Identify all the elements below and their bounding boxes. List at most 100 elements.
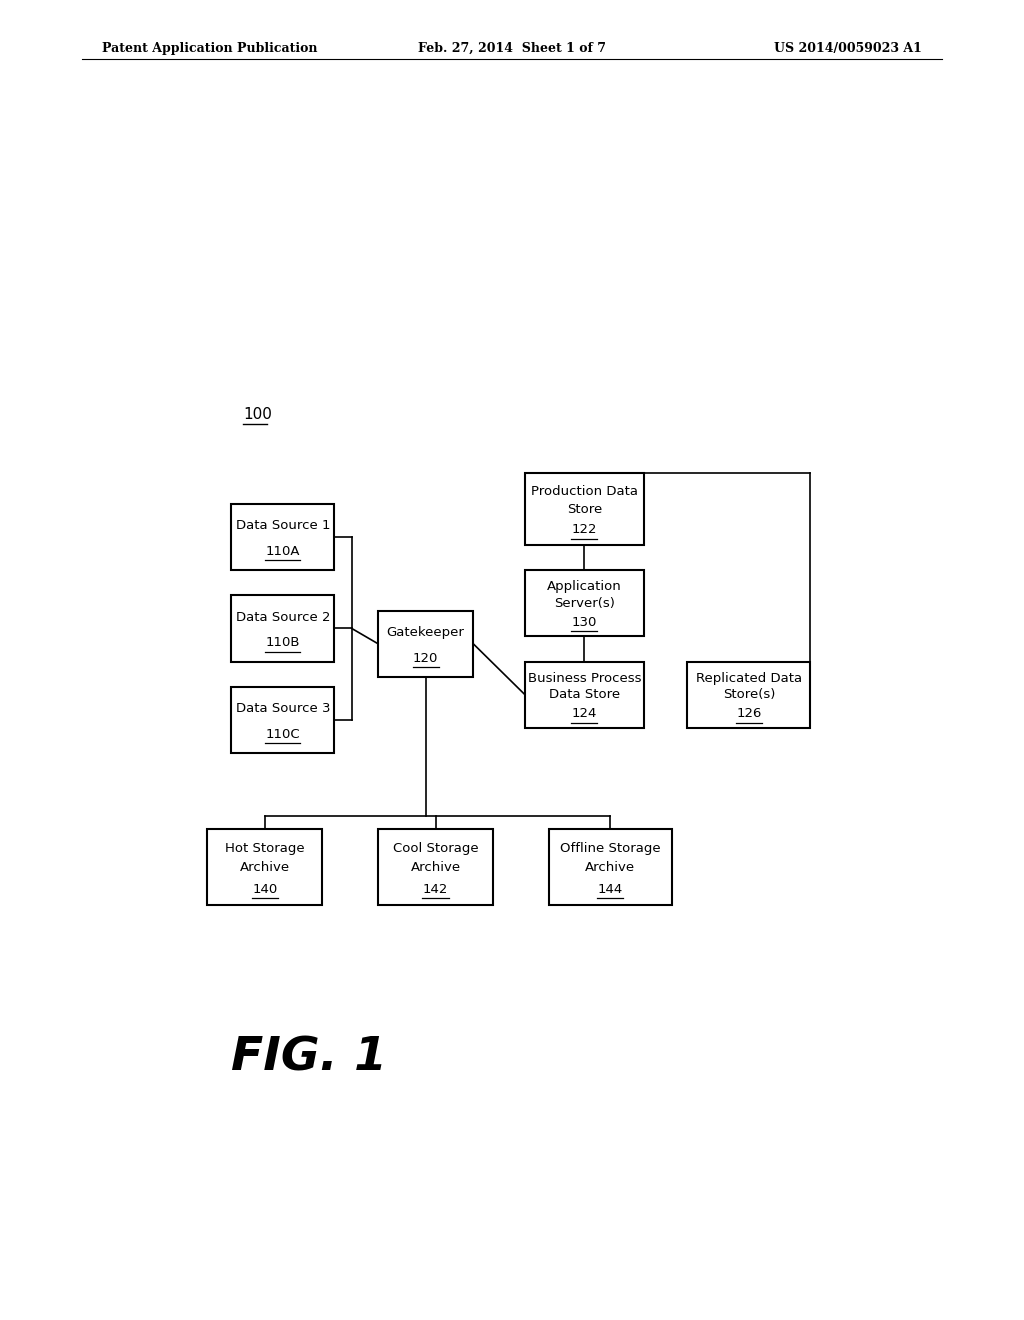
Point (432, 659, 444, 675)
Point (407, 659, 419, 675)
FancyBboxPatch shape (524, 474, 644, 545)
Text: 124: 124 (571, 708, 597, 719)
Point (604, 808, 616, 824)
Point (604, 821, 616, 837)
Text: Patent Application Publication: Patent Application Publication (102, 42, 317, 55)
Point (259, 808, 271, 824)
Point (756, 714, 768, 730)
Point (518, 686, 530, 702)
Point (346, 620, 358, 636)
Text: 144: 144 (597, 883, 623, 896)
Point (259, 808, 271, 824)
FancyBboxPatch shape (231, 595, 334, 661)
Point (372, 636, 384, 652)
Point (591, 891, 603, 907)
Point (328, 711, 340, 727)
Point (579, 628, 591, 644)
Text: Server(s): Server(s) (554, 597, 614, 610)
Text: Archive: Archive (411, 861, 461, 874)
Text: FIG. 1: FIG. 1 (231, 1035, 387, 1080)
Point (294, 644, 306, 660)
Text: Data Source 2: Data Source 2 (236, 611, 330, 624)
Text: Production Data: Production Data (530, 484, 638, 498)
FancyBboxPatch shape (687, 661, 811, 727)
Point (805, 686, 817, 702)
Text: Archive: Archive (240, 861, 290, 874)
Text: Cool Storage: Cool Storage (393, 842, 478, 855)
Point (429, 821, 441, 837)
Text: Data Store: Data Store (549, 688, 620, 701)
Text: 110A: 110A (265, 545, 300, 558)
Point (604, 808, 616, 824)
Text: Replicated Data: Replicated Data (696, 672, 802, 685)
Text: 140: 140 (252, 883, 278, 896)
Point (591, 714, 603, 730)
Text: US 2014/0059023 A1: US 2014/0059023 A1 (774, 42, 922, 55)
Point (271, 891, 284, 907)
Text: 120: 120 (413, 652, 438, 664)
Point (565, 531, 578, 546)
Point (420, 808, 432, 824)
Text: Hot Storage: Hot Storage (225, 842, 305, 855)
Text: Application: Application (547, 579, 622, 593)
FancyBboxPatch shape (231, 504, 334, 570)
Point (805, 466, 817, 482)
Point (805, 466, 817, 482)
Point (579, 653, 591, 669)
Line: 2 pts: 2 pts (473, 644, 524, 694)
Point (442, 891, 455, 907)
Text: Feb. 27, 2014  Sheet 1 of 7: Feb. 27, 2014 Sheet 1 of 7 (418, 42, 606, 55)
Text: Data Source 3: Data Source 3 (236, 702, 330, 715)
Point (346, 529, 358, 545)
FancyBboxPatch shape (524, 570, 644, 636)
Text: 122: 122 (571, 523, 597, 536)
Text: 110B: 110B (265, 636, 300, 649)
Text: Offline Storage: Offline Storage (560, 842, 660, 855)
Point (328, 529, 340, 545)
Point (579, 562, 591, 578)
Point (259, 644, 271, 660)
Line: 2 pts: 2 pts (352, 628, 378, 644)
Point (591, 623, 603, 639)
Point (346, 711, 358, 727)
Text: Business Process: Business Process (527, 672, 641, 685)
Text: 126: 126 (736, 708, 762, 719)
Text: Gatekeeper: Gatekeeper (387, 626, 465, 639)
Point (346, 620, 358, 636)
Point (579, 537, 591, 553)
Point (259, 735, 271, 751)
Text: 100: 100 (243, 407, 272, 422)
FancyBboxPatch shape (549, 829, 672, 906)
Point (417, 891, 429, 907)
Text: Store(s): Store(s) (723, 688, 775, 701)
FancyBboxPatch shape (378, 829, 494, 906)
FancyBboxPatch shape (207, 829, 323, 906)
Point (346, 711, 358, 727)
Point (617, 891, 630, 907)
Text: Data Source 1: Data Source 1 (236, 520, 330, 532)
Point (328, 620, 340, 636)
Text: 142: 142 (423, 883, 449, 896)
Point (259, 821, 271, 837)
Text: Store: Store (566, 503, 602, 516)
Point (565, 714, 578, 730)
Point (246, 891, 258, 907)
Point (730, 714, 742, 730)
Point (565, 623, 578, 639)
Point (294, 553, 306, 569)
Text: Archive: Archive (585, 861, 635, 874)
FancyBboxPatch shape (524, 661, 644, 727)
Point (579, 466, 591, 482)
Text: 130: 130 (571, 615, 597, 628)
Point (467, 636, 479, 652)
Text: 110C: 110C (265, 727, 300, 741)
Point (346, 529, 358, 545)
Point (237, 416, 249, 432)
FancyBboxPatch shape (378, 611, 473, 677)
Point (420, 669, 432, 685)
FancyBboxPatch shape (231, 686, 334, 752)
Point (429, 808, 441, 824)
Point (591, 531, 603, 546)
Point (261, 416, 273, 432)
Point (259, 553, 271, 569)
